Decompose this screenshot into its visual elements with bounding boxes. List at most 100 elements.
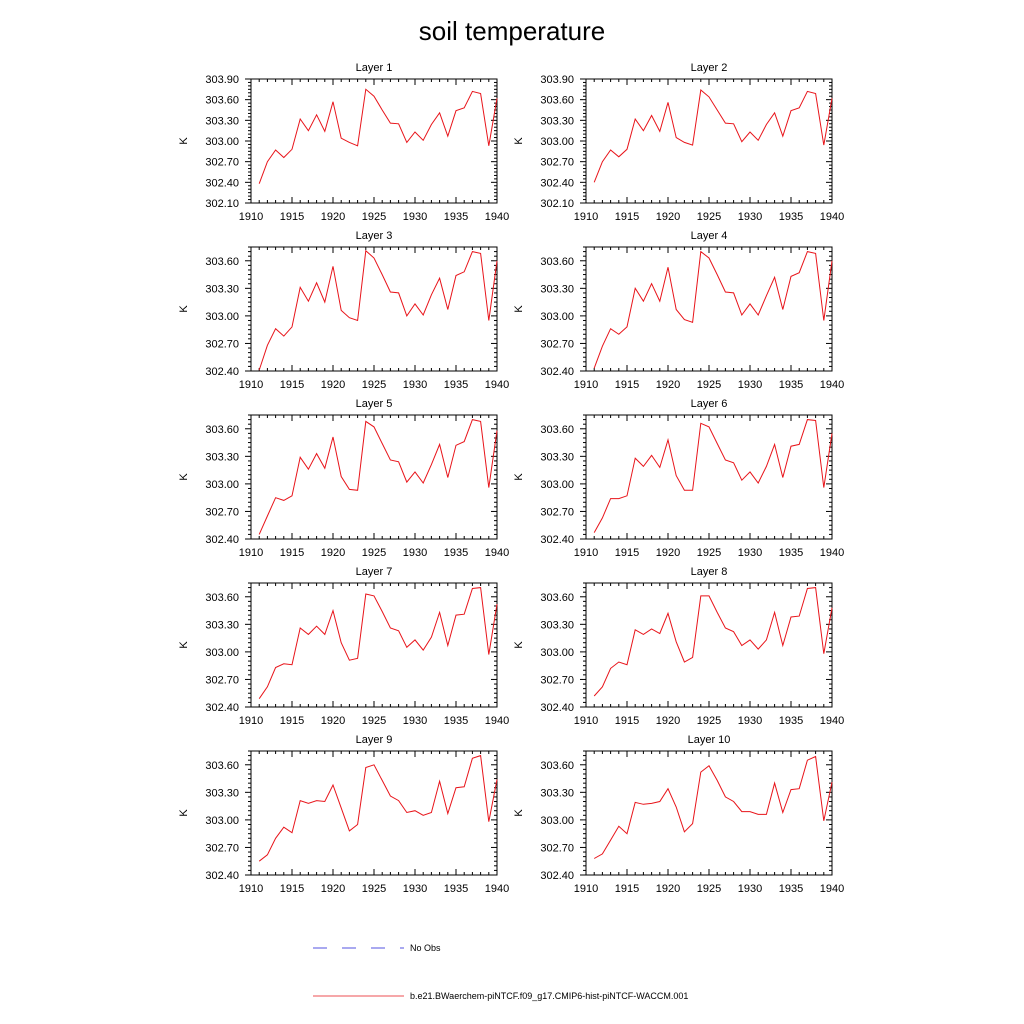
plot-frame xyxy=(250,246,498,372)
panel-title: Layer 2 xyxy=(691,62,728,74)
x-tick-label: 1940 xyxy=(485,547,509,559)
plot-frame xyxy=(585,246,833,372)
y-tick-label: 302.70 xyxy=(205,506,239,518)
y-tick-label: 302.40 xyxy=(205,702,239,714)
x-tick-label: 1925 xyxy=(362,547,386,559)
x-tick-label: 1920 xyxy=(321,379,345,391)
x-tick-label: 1940 xyxy=(485,883,509,895)
x-tick-label: 1925 xyxy=(362,883,386,895)
y-tick-label: 303.60 xyxy=(205,424,239,436)
y-tick-label: 302.40 xyxy=(205,870,239,882)
y-tick-label: 303.60 xyxy=(540,592,574,604)
y-tick-label: 303.30 xyxy=(540,283,574,295)
panel-title: Layer 5 xyxy=(356,398,393,410)
panel-layer-9: Layer 9 1910 1915 1920 1925 1930 1935 1940 302.4… xyxy=(178,734,509,895)
series-line xyxy=(258,419,498,535)
plot-frame xyxy=(250,78,498,204)
x-tick-label: 1915 xyxy=(615,211,639,223)
y-tick-label: 303.30 xyxy=(540,451,574,463)
y-tick-label: 302.40 xyxy=(540,534,574,546)
x-tick-label: 1910 xyxy=(239,883,263,895)
panel-layer-6: Layer 6 1910 1915 1920 1925 1930 1935 1940 302.4… xyxy=(513,398,844,559)
x-tick-label: 1930 xyxy=(738,883,762,895)
x-tick-label: 1930 xyxy=(403,547,427,559)
x-tick-label: 1920 xyxy=(656,211,680,223)
x-tick-label: 1920 xyxy=(656,883,680,895)
y-tick-label: 303.30 xyxy=(205,787,239,799)
y-tick-label: 303.30 xyxy=(540,619,574,631)
y-tick-label: 303.60 xyxy=(540,760,574,772)
panel-title: Layer 4 xyxy=(691,230,728,242)
plot-frame xyxy=(585,750,833,876)
x-tick-label: 1940 xyxy=(820,379,844,391)
x-tick-label: 1930 xyxy=(738,547,762,559)
x-tick-label: 1925 xyxy=(697,379,721,391)
x-tick-label: 1935 xyxy=(779,379,803,391)
x-tick-label: 1940 xyxy=(820,715,844,727)
x-tick-label: 1920 xyxy=(321,547,345,559)
x-tick-label: 1915 xyxy=(280,211,304,223)
panel-layer-1: Layer 1 1910 1915 1920 1925 1930 1935 1940 302.1… xyxy=(178,62,509,223)
y-axis-label: K xyxy=(513,137,525,145)
y-tick-label: 303.30 xyxy=(205,115,239,127)
y-tick-label: 303.00 xyxy=(540,479,574,491)
y-tick-label: 303.00 xyxy=(540,311,574,323)
y-tick-label: 303.60 xyxy=(540,256,574,268)
panel-title: Layer 7 xyxy=(356,566,393,578)
y-tick-label: 302.70 xyxy=(540,506,574,518)
y-axis-label: K xyxy=(178,641,190,649)
y-tick-label: 303.60 xyxy=(205,95,239,107)
y-tick-label: 303.00 xyxy=(540,815,574,827)
x-tick-label: 1920 xyxy=(321,715,345,727)
series-line xyxy=(258,249,498,371)
y-tick-label: 302.40 xyxy=(205,177,239,189)
plot-frame xyxy=(250,750,498,876)
y-axis-label: K xyxy=(513,641,525,649)
panel-title: Layer 10 xyxy=(688,734,731,746)
y-tick-label: 303.30 xyxy=(540,115,574,127)
panel-title: Layer 9 xyxy=(356,734,393,746)
y-tick-label: 303.60 xyxy=(540,95,574,107)
y-tick-label: 302.40 xyxy=(540,870,574,882)
y-tick-label: 302.70 xyxy=(540,338,574,350)
y-axis-label: K xyxy=(178,809,190,817)
series-line xyxy=(258,587,498,699)
y-tick-label: 302.70 xyxy=(540,842,574,854)
y-tick-label: 302.10 xyxy=(205,198,239,210)
series-line xyxy=(593,587,833,697)
x-tick-label: 1930 xyxy=(403,211,427,223)
panel-title: Layer 1 xyxy=(356,62,393,74)
x-tick-label: 1930 xyxy=(738,379,762,391)
y-tick-label: 303.30 xyxy=(205,283,239,295)
panel-layer-2: Layer 2 1910 1915 1920 1925 1930 1935 1940 302.1… xyxy=(513,62,844,223)
y-tick-label: 302.40 xyxy=(205,534,239,546)
x-tick-label: 1935 xyxy=(444,211,468,223)
x-tick-label: 1910 xyxy=(574,211,598,223)
x-tick-label: 1925 xyxy=(362,715,386,727)
series-line xyxy=(258,88,498,184)
panels: Layer 1 1910 1915 1920 1925 1930 1935 1940 302.1… xyxy=(178,62,844,895)
panel-title: Layer 8 xyxy=(691,566,728,578)
x-tick-label: 1935 xyxy=(779,211,803,223)
x-tick-label: 1920 xyxy=(321,883,345,895)
x-tick-label: 1910 xyxy=(574,715,598,727)
y-tick-label: 303.00 xyxy=(205,479,239,491)
x-tick-label: 1940 xyxy=(485,211,509,223)
x-tick-label: 1920 xyxy=(656,547,680,559)
panel-title: Layer 6 xyxy=(691,398,728,410)
x-tick-label: 1915 xyxy=(615,715,639,727)
y-tick-label: 302.70 xyxy=(205,157,239,169)
x-tick-label: 1940 xyxy=(485,715,509,727)
x-tick-label: 1930 xyxy=(403,883,427,895)
x-tick-label: 1915 xyxy=(280,883,304,895)
plot-frame xyxy=(250,414,498,540)
x-tick-label: 1925 xyxy=(697,547,721,559)
x-tick-label: 1920 xyxy=(656,379,680,391)
x-tick-label: 1915 xyxy=(280,547,304,559)
x-tick-label: 1915 xyxy=(615,379,639,391)
y-tick-label: 303.30 xyxy=(540,787,574,799)
y-tick-label: 302.40 xyxy=(540,702,574,714)
x-tick-label: 1935 xyxy=(444,715,468,727)
x-tick-label: 1920 xyxy=(321,211,345,223)
